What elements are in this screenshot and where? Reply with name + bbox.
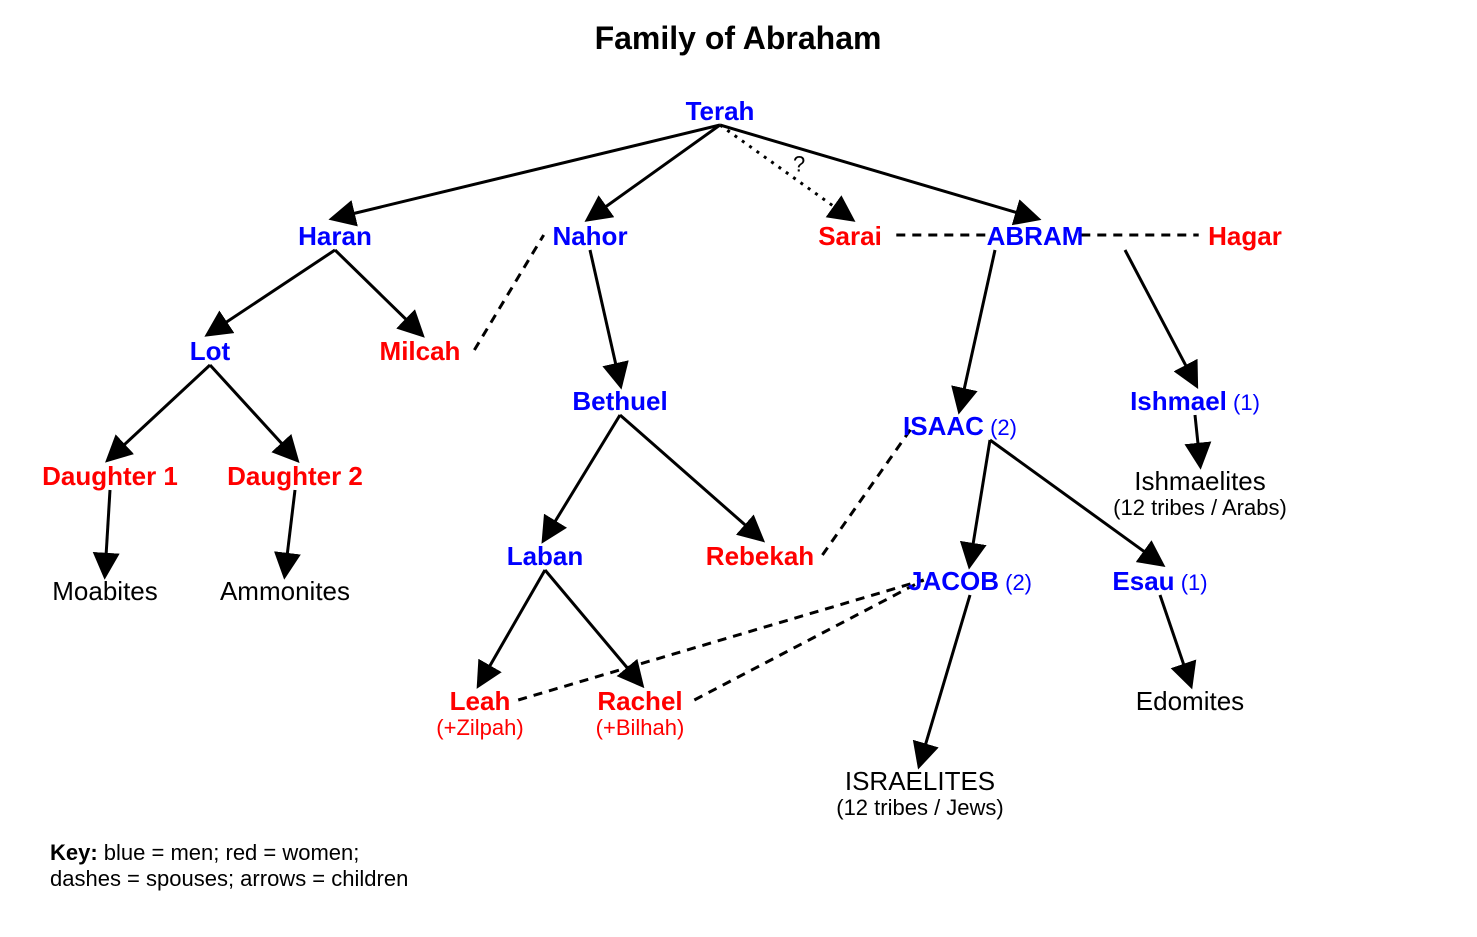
node-label: Hagar: [1208, 221, 1282, 251]
node-note: (1): [1227, 390, 1260, 415]
edge-bethuel-rebekah: [620, 415, 760, 538]
node-isaac: ISAAC (2): [810, 412, 1110, 441]
node-note: (1): [1175, 570, 1208, 595]
node-bethuel: Bethuel: [470, 387, 770, 416]
node-d2: Daughter 2: [145, 462, 445, 491]
node-ishmael: Ishmael (1): [1045, 387, 1345, 416]
node-nahor: Nahor: [440, 222, 740, 251]
edge-d1-moabites: [105, 490, 110, 573]
node-label: ISRAELITES: [845, 766, 995, 796]
node-label: Edomites: [1136, 686, 1244, 716]
node-label: Esau: [1112, 566, 1174, 596]
node-label: Haran: [298, 221, 372, 251]
edge-laban-leah: [480, 570, 545, 683]
node-label: Ammonites: [220, 576, 350, 606]
edge-label-terah-sarai: ?: [793, 152, 805, 177]
legend: Key: blue = men; red = women;dashes = sp…: [50, 840, 408, 892]
edge-haran-milcah: [335, 250, 420, 333]
node-label: Ishmaelites: [1134, 466, 1266, 496]
edge-isaac-jacob: [970, 440, 990, 563]
node-ishmaelites: Ishmaelites(12 tribes / Arabs): [1050, 467, 1350, 520]
edge-d2-ammonites: [285, 490, 295, 573]
node-label: JACOB: [908, 566, 999, 596]
node-esau: Esau (1): [1010, 567, 1310, 596]
node-label: Laban: [507, 541, 584, 571]
node-label: ABRAM: [987, 221, 1084, 251]
edge-jacob-israelites: [920, 595, 970, 763]
edge-rachel-jacob: [694, 580, 923, 700]
node-label: Sarai: [818, 221, 882, 251]
node-note: (2): [984, 415, 1017, 440]
node-label: Bethuel: [572, 386, 667, 416]
node-ammonites: Ammonites: [135, 577, 435, 606]
node-label: Daughter 2: [227, 461, 363, 491]
edge-rebekah-isaac: [822, 425, 913, 555]
legend-label: Key:: [50, 840, 98, 865]
edge-lot-d1: [110, 365, 210, 458]
node-sub: (12 tribes / Arabs): [1113, 495, 1287, 520]
node-label: Ishmael: [1130, 386, 1227, 416]
node-terah: Terah: [570, 97, 870, 126]
family-tree-diagram: ? Family of Abraham Terah Haran Nahor Sarai A…: [0, 0, 1477, 937]
edge-terah-nahor: [590, 125, 720, 218]
edge-terah-abram: [720, 125, 1035, 218]
node-rachel: Rachel(+Bilhah): [490, 687, 790, 740]
node-israelites: ISRAELITES(12 tribes / Jews): [770, 767, 1070, 820]
edge-milcah-nahor: [474, 235, 543, 350]
node-label: Terah: [686, 96, 755, 126]
node-label: Rachel: [597, 686, 682, 716]
node-sub: (+Bilhah): [596, 715, 685, 740]
edge-abram-isaac: [960, 250, 995, 408]
node-edomites: Edomites: [1040, 687, 1340, 716]
edge-haran-lot: [210, 250, 335, 333]
node-label: Nahor: [552, 221, 627, 251]
edge-ishmael-ishmaelites: [1195, 415, 1200, 463]
node-milcah: Milcah: [270, 337, 570, 366]
node-label: Milcah: [380, 336, 461, 366]
edge-leah-jacob: [518, 580, 923, 700]
node-hagar: Hagar: [1095, 222, 1395, 251]
node-sub: (12 tribes / Jews): [836, 795, 1004, 820]
edge-bethuel-laban: [545, 415, 620, 538]
edge-nahor-bethuel: [590, 250, 620, 383]
legend-line1: blue = men; red = women;: [98, 840, 360, 865]
edge-abram-ishmael: [1125, 250, 1195, 383]
edge-terah-haran: [335, 125, 720, 218]
edge-laban-rachel: [545, 570, 640, 683]
node-label: Rebekah: [706, 541, 814, 571]
node-label: ISAAC: [903, 411, 984, 441]
edge-esau-edomites: [1160, 595, 1190, 683]
node-label: Lot: [190, 336, 230, 366]
edge-terah-sarai: [720, 125, 850, 218]
edge-lot-d2: [210, 365, 295, 458]
diagram-title: Family of Abraham: [488, 20, 988, 57]
legend-line2: dashes = spouses; arrows = children: [50, 866, 408, 892]
